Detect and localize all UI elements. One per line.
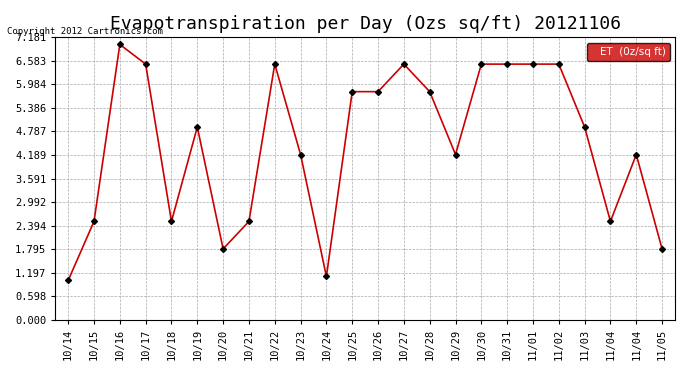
Text: Copyright 2012 Cartronics.com: Copyright 2012 Cartronics.com [7, 27, 163, 36]
Legend: ET  (0z/sq ft): ET (0z/sq ft) [587, 42, 670, 61]
Title: Evapotranspiration per Day (Ozs sq/ft) 20121106: Evapotranspiration per Day (Ozs sq/ft) 2… [110, 15, 621, 33]
